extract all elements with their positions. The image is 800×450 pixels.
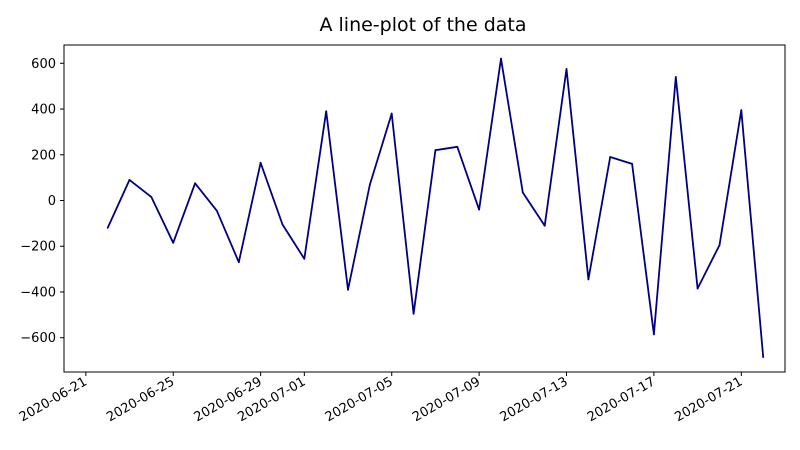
x-tick-label: 2020-07-05 (323, 374, 396, 425)
data-point (762, 356, 765, 358)
y-tick-label: 600 (31, 57, 56, 72)
data-point (478, 208, 480, 211)
x-tick-label: 2020-07-17 (585, 374, 658, 425)
data-point (281, 223, 284, 226)
data-point (150, 196, 153, 199)
data-point (456, 145, 459, 148)
data-point (194, 182, 197, 185)
data-point (653, 333, 655, 336)
plot-area: −600 −400 −200 0 200 400 600 2020-06-21 2020-06-… (17, 44, 786, 425)
data-point (696, 287, 699, 290)
data-point (128, 179, 131, 181)
data-point (259, 161, 262, 164)
data-point (521, 191, 524, 194)
data-point (303, 257, 306, 260)
data-point (718, 244, 721, 247)
chart-title: A line-plot of the data (319, 14, 526, 36)
data-point (347, 288, 349, 291)
x-tick-label: 2020-06-25 (104, 374, 177, 425)
x-tick-label: 2020-07-13 (498, 374, 571, 425)
data-point (434, 149, 437, 152)
data-point (740, 109, 743, 112)
data-point (172, 241, 175, 244)
data-point (609, 156, 612, 158)
data-point (216, 209, 218, 212)
data-point (631, 163, 633, 165)
data-point (106, 227, 109, 229)
y-tick-label: −200 (20, 240, 56, 255)
data-point (674, 76, 677, 78)
y-tick-label: 400 (31, 103, 56, 118)
data-point (587, 278, 590, 281)
data-point (237, 261, 240, 264)
y-tick-label: 0 (48, 194, 56, 209)
data-point (500, 57, 502, 60)
series-line-0 (106, 57, 765, 358)
data-point (565, 68, 568, 70)
x-tick-label: 2020-06-21 (17, 374, 90, 425)
data-point (412, 312, 415, 315)
y-tick-label: −400 (20, 285, 56, 300)
axes-frame (63, 44, 786, 373)
data-point (543, 224, 546, 227)
x-tick-label: 2020-07-09 (410, 374, 483, 425)
data-point (325, 110, 328, 113)
data-point (369, 183, 371, 186)
data-point (390, 112, 393, 115)
y-tick-label: 200 (31, 148, 56, 163)
y-tick-label: −600 (20, 331, 56, 346)
x-tick-label: 2020-07-21 (672, 374, 745, 425)
